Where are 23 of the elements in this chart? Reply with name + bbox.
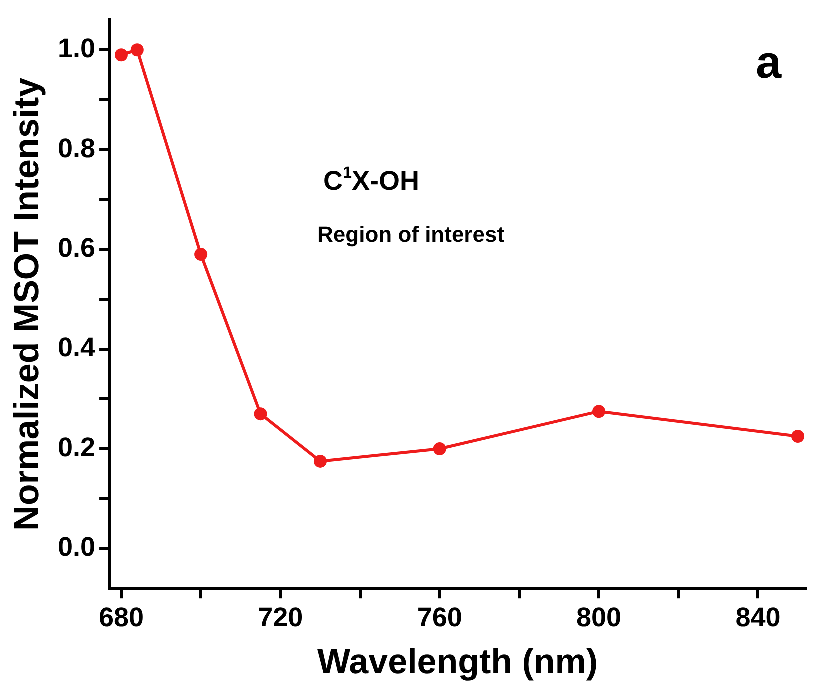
- point: [592, 405, 606, 418]
- point: [130, 44, 144, 57]
- point: [314, 454, 327, 468]
- point: [792, 430, 805, 444]
- x-axis-title: Wavelength (nm): [317, 642, 598, 682]
- x-tick-label: 680: [98, 602, 144, 632]
- x-tick-label: 800: [576, 602, 622, 632]
- y-tick-label: 0.6: [58, 233, 96, 264]
- y-tick-label: 1.0: [58, 34, 96, 64]
- point: [254, 408, 268, 421]
- x-tick-label: 720: [258, 602, 304, 632]
- y-tick-label: 0.0: [58, 532, 96, 562]
- x-tick-label: 840: [736, 602, 781, 632]
- point: [114, 48, 128, 62]
- point: [194, 248, 208, 262]
- y-tick-label: 0.4: [58, 332, 96, 363]
- annotation: a: [756, 36, 782, 88]
- y-tick-label: 0.8: [58, 133, 96, 164]
- y-axis-title: Normalized MSOT Intensity: [8, 77, 47, 531]
- y-tick-label: 0.2: [58, 432, 96, 462]
- x-tick-label: 760: [417, 602, 462, 632]
- point: [433, 442, 446, 456]
- annotation: Region of interest: [318, 222, 506, 248]
